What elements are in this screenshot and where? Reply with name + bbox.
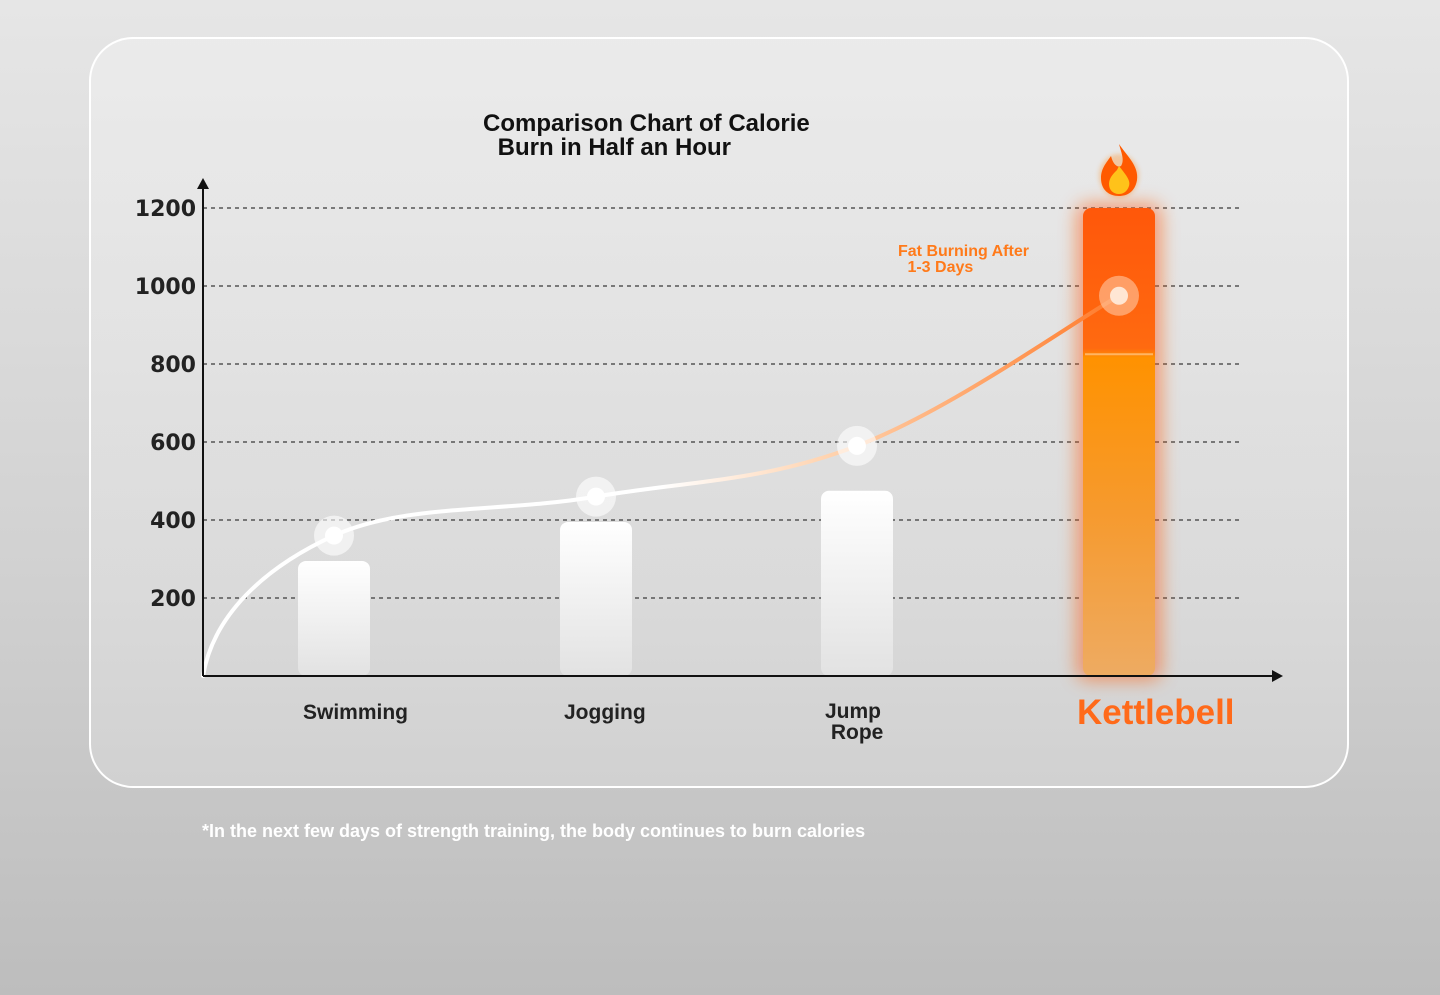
fire-inner <box>1109 166 1130 194</box>
y-tick-label: 600 <box>150 431 196 456</box>
x-category-label: Rope <box>825 721 883 744</box>
y-axis-arrow <box>197 178 209 189</box>
x-axis-arrow <box>1272 670 1283 682</box>
trend-point <box>848 436 866 455</box>
x-category-label: Jogging <box>564 701 646 724</box>
y-tick-label: 1200 <box>135 197 196 222</box>
y-tick-label: 1000 <box>135 275 196 300</box>
bar <box>821 490 893 676</box>
fire-icon <box>1099 144 1139 198</box>
bars <box>298 144 1161 680</box>
trend-point <box>587 487 605 506</box>
bar <box>560 521 632 676</box>
annotation-line-2: 1-3 Days <box>903 259 974 276</box>
annotation-line-1: Fat Burning After <box>898 243 1029 260</box>
y-tick-label: 200 <box>150 587 196 612</box>
bar <box>298 560 370 676</box>
trend-curve <box>201 275 1139 678</box>
chart-title-line-1: Comparison Chart of Calorie <box>483 110 810 137</box>
chart-title-line-2: Burn in Half an Hour <box>491 134 731 161</box>
x-category-label: Swimming <box>303 701 408 724</box>
y-tick-label: 800 <box>150 353 196 378</box>
x-category-label: Jump <box>825 700 881 723</box>
x-category-label: Kettlebell <box>1077 693 1235 732</box>
axes <box>197 178 1283 682</box>
gridlines <box>203 207 1243 599</box>
trend-point <box>1110 286 1128 305</box>
trend-point <box>325 526 343 545</box>
y-tick-label: 400 <box>150 509 196 534</box>
footnote: *In the next few days of strength traini… <box>202 821 866 841</box>
bar <box>1083 208 1155 676</box>
